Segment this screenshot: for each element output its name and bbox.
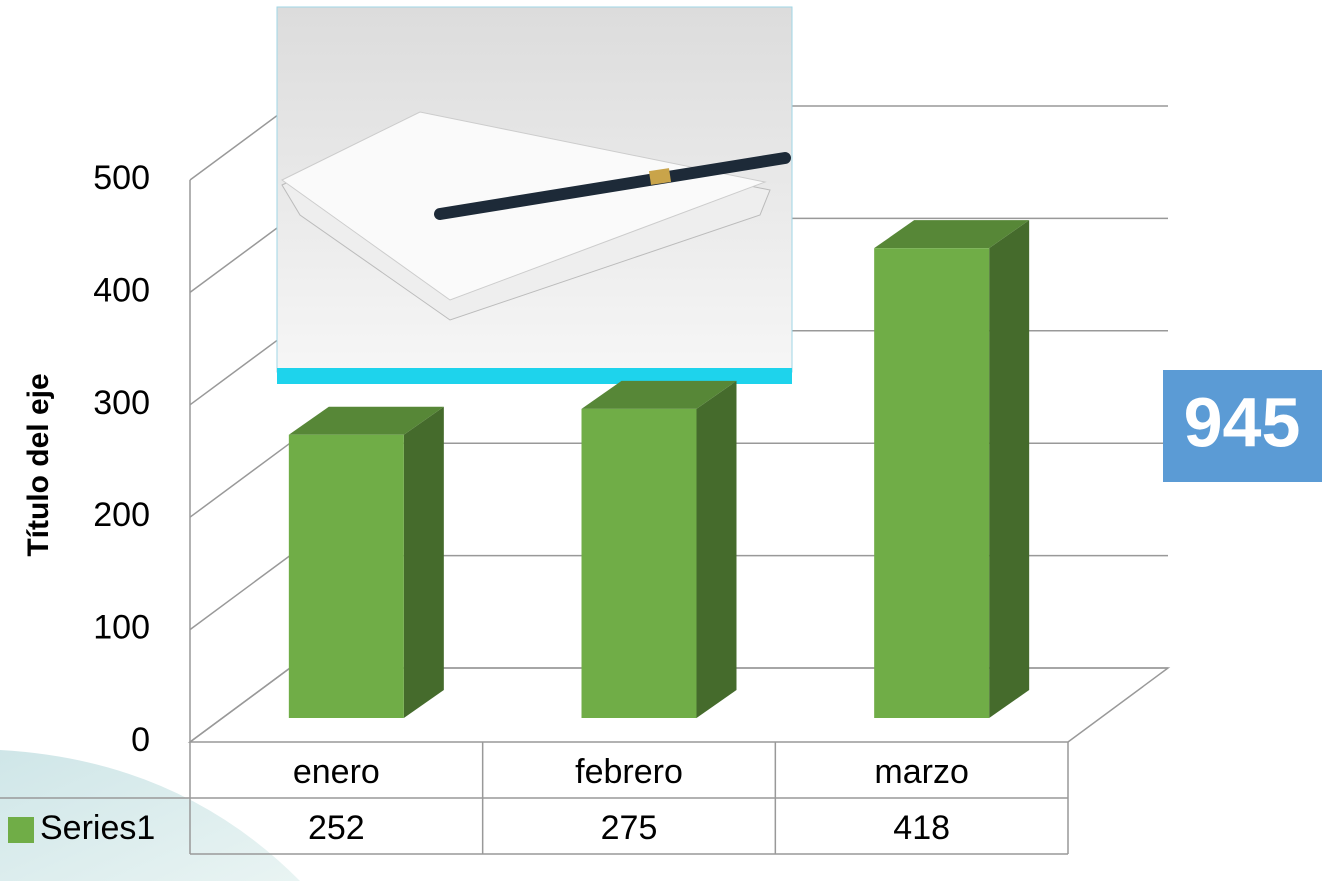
background-swoosh bbox=[0, 750, 300, 881]
bar-front bbox=[288, 434, 404, 718]
bar-front bbox=[874, 248, 990, 718]
side-grid-line bbox=[189, 105, 291, 181]
bar bbox=[288, 406, 444, 718]
bar-front bbox=[581, 408, 697, 718]
legend-label: Series1 bbox=[40, 809, 155, 847]
pen bbox=[434, 152, 791, 220]
y-tick-label: 300 bbox=[93, 384, 150, 422]
bar bbox=[581, 380, 737, 718]
annotation-box bbox=[1163, 370, 1322, 482]
category-label: febrero bbox=[575, 753, 683, 791]
category-label: marzo bbox=[874, 753, 968, 791]
y-tick-label: 100 bbox=[93, 609, 150, 647]
bar-side bbox=[989, 220, 1030, 718]
bar-top bbox=[874, 220, 1030, 249]
y-tick-label: 500 bbox=[93, 159, 150, 197]
pen-band bbox=[648, 168, 672, 185]
y-tick-label: 200 bbox=[93, 496, 150, 534]
photo-strip bbox=[277, 368, 792, 384]
bar-side bbox=[403, 406, 444, 718]
annotation: 945 bbox=[1184, 383, 1301, 461]
table-value: 252 bbox=[308, 809, 365, 847]
category-label: enero bbox=[293, 753, 380, 791]
y-tick-label: 400 bbox=[93, 271, 150, 309]
legend-swatch bbox=[8, 817, 34, 843]
side-grid-line bbox=[189, 554, 291, 631]
table-value: 275 bbox=[601, 809, 658, 847]
side-grid-line bbox=[189, 667, 291, 743]
bar bbox=[874, 220, 1030, 718]
side-grid-line bbox=[189, 330, 291, 406]
bar-side bbox=[696, 380, 737, 718]
y-axis-title: Título del eje bbox=[22, 373, 55, 556]
data-table: enero febrero marzo Series1 252 275 418 bbox=[0, 742, 1069, 855]
table-value: 418 bbox=[893, 809, 950, 847]
side-grid-line bbox=[189, 442, 291, 518]
picture bbox=[276, 6, 793, 384]
bars bbox=[288, 220, 1030, 718]
y-tick-label: 0 bbox=[131, 721, 150, 759]
bar-top bbox=[288, 406, 444, 435]
side-grid-line bbox=[189, 217, 291, 294]
bar-top bbox=[581, 380, 737, 409]
